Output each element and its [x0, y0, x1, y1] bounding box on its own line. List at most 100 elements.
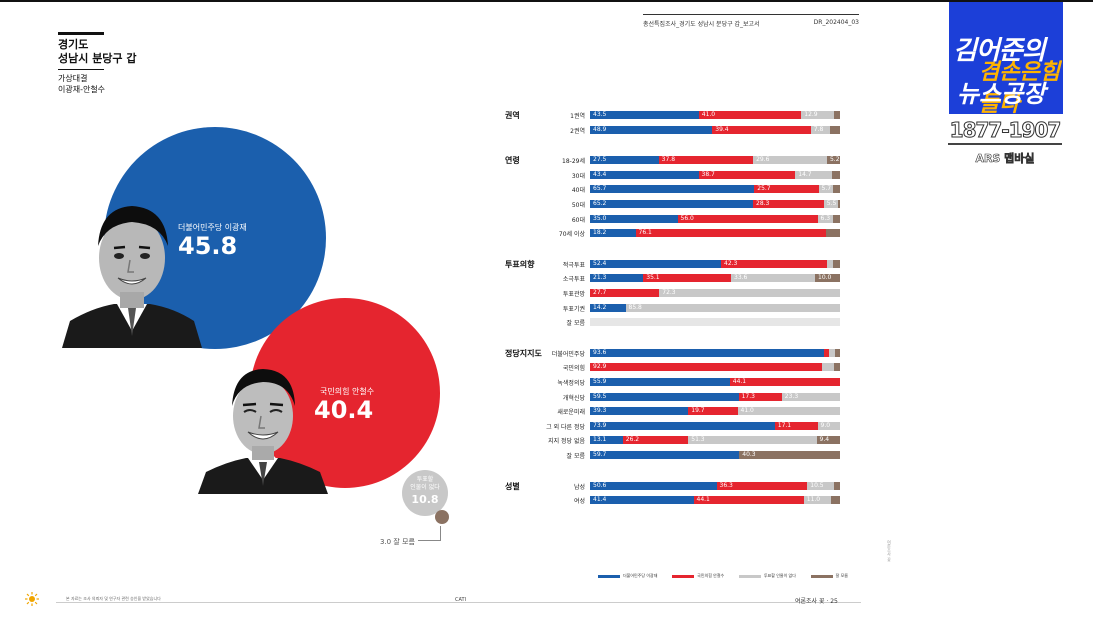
bar-value-label: 18.2 — [593, 229, 607, 237]
bubble-lee-value: 45.8 — [178, 232, 238, 260]
region-line1: 경기도 — [58, 38, 89, 51]
stacked-bar: 43.4 38.7 14.7 — [590, 170, 840, 179]
bar-segment — [832, 170, 840, 179]
bar-value-label: 5.7 — [821, 185, 832, 193]
bar-segment: 29.6 — [753, 156, 827, 165]
bar-value-label: 14.2 — [593, 303, 607, 311]
bar-value-label: 12.9 — [804, 111, 818, 118]
bar-value-label: 59.5 — [593, 392, 607, 400]
stacked-bar: 93.6 — [590, 348, 840, 357]
row-label: 녹색정의당 — [557, 380, 585, 387]
bar-segment: 39.3 — [590, 407, 689, 416]
chart-legend: 더불어민주당 이광재 국민의힘 안철수 투표할 인물이 없다 잘 모름 — [598, 573, 848, 579]
row-label: 40대 — [571, 187, 585, 195]
bar-segment: 85.8 — [625, 303, 840, 312]
row-label: 잘 모름 — [566, 453, 585, 460]
bar-segment: 43.5 — [590, 111, 699, 119]
row-label: 50대 — [571, 202, 585, 209]
region-title: 경기도 성남시 분당구 갑 — [58, 38, 137, 66]
region-rule — [58, 32, 104, 35]
matchup-names: 이광재-안철수 — [58, 85, 106, 94]
bar-segment: 9.4 — [816, 436, 840, 445]
bubble-ahn-value: 40.4 — [314, 396, 374, 424]
bar-segment: 26.2 — [622, 436, 689, 445]
bar-segment: 13.1 — [590, 436, 623, 445]
bar-segment: 51.3 — [688, 436, 817, 445]
side-note: 여론조사 꽃 — [887, 540, 892, 562]
legend-item: 투표할 인물이 없다 — [738, 573, 796, 579]
bar-segment: 5.7 — [818, 185, 833, 194]
legend-item: 국민의힘 안철수 — [672, 573, 724, 579]
bar-value-label: 92.9 — [593, 363, 607, 371]
stacked-bar: 48.9 39.4 7.8 — [590, 125, 840, 134]
bar-value-label: 25.7 — [757, 185, 771, 193]
bar-segment: 9.0 — [817, 421, 840, 430]
report-code: DR_202404_03 — [813, 19, 859, 26]
stacked-bar: 59.5 17.3 23.3 — [590, 392, 840, 401]
row-label: 18-29세 — [562, 158, 585, 166]
legend-swatch — [810, 574, 833, 578]
bar-segment: 42.3 — [721, 259, 827, 268]
bubble-none-label-line2: 인물이 없다 — [410, 484, 440, 491]
stacked-bar: 65.2 28.3 5.5 — [590, 200, 840, 208]
region-line2: 성남시 분당구 갑 — [58, 52, 137, 65]
bar-value-label: 27.7 — [593, 289, 607, 296]
bar-value-label: 43.5 — [593, 111, 607, 118]
dontknow-leader-line — [418, 526, 441, 541]
ars-label: ARS 맵바실 — [975, 152, 1035, 166]
row-label: 적극투표 — [562, 261, 585, 269]
bar-segment: 19.7 — [688, 407, 738, 416]
stacked-bar: 65.7 25.7 5.7 — [590, 185, 840, 194]
bubble-ahn-label: 국민의힘 안철수 — [320, 387, 375, 396]
bubble-none — [402, 470, 448, 516]
stacked-bar: 39.3 19.7 41.0 — [590, 407, 840, 416]
bar-value-label: 41.4 — [593, 496, 607, 504]
bar-segment — [833, 214, 840, 223]
bar-value-label: 55.9 — [593, 378, 607, 385]
bar-segment — [837, 200, 840, 208]
bar-value-label: 50.6 — [593, 481, 607, 489]
stacked-bar: 27.7 72.3 — [590, 289, 840, 297]
bar-segment: 10.5 — [807, 481, 834, 490]
row-label: 남성 — [573, 483, 585, 491]
stacked-bar — [590, 318, 840, 327]
bar-value-label: 42.3 — [724, 259, 738, 267]
bar-segment — [822, 363, 834, 372]
bar-segment: 93.6 — [590, 348, 824, 357]
bar-value-label: 17.1 — [777, 421, 792, 429]
stacked-bar: 13.1 26.2 51.3 9.4 — [590, 436, 840, 445]
bar-segment: 37.8 — [658, 156, 754, 165]
bar-segment: 21.3 — [590, 274, 644, 283]
bar-value-label: 39.3 — [593, 407, 607, 415]
bubble-dontknow-label: 3.0 잘 모름 — [380, 538, 415, 546]
legend-label: 국민의힘 안철수 — [697, 573, 725, 578]
stacked-bar: 50.6 36.3 10.5 — [590, 481, 840, 490]
bar-value-label: 33.6 — [734, 274, 748, 282]
bar-segment: 76.1 — [635, 229, 826, 238]
bar-value-label: 73.9 — [593, 421, 607, 429]
report-title: 총선특집조사_경기도 성남시 분당구 갑_보고서 — [643, 21, 760, 28]
legend-swatch — [672, 574, 695, 578]
bubble-none-value: 10.8 — [411, 493, 439, 506]
bar-segment: 14.2 — [590, 303, 626, 312]
bar-segment: 50.6 — [590, 481, 717, 490]
bar-segment: 55.9 — [590, 378, 730, 386]
ars-phone-number: 1877-1907 — [949, 118, 1062, 143]
legend-swatch — [738, 574, 761, 578]
bar-value-label: 26.2 — [625, 436, 640, 444]
stacked-bar: 55.9 44.1 — [590, 378, 840, 386]
logo-line2: 겸손은힘들다 — [979, 60, 1060, 114]
bar-value-label: 7.8 — [813, 125, 824, 133]
stacked-bar: 73.9 17.1 9.0 — [590, 421, 840, 430]
bar-segment — [826, 259, 834, 268]
row-label: 잘 모름 — [566, 320, 585, 328]
row-label: 국민의힘 — [562, 365, 585, 373]
row-label: 30대 — [571, 172, 585, 180]
logo-line1: 김어준의 — [953, 36, 1046, 66]
bar-value-label: 44.1 — [696, 496, 710, 504]
bar-value-label: 41.0 — [701, 111, 716, 118]
stacked-bar: 52.4 42.3 — [590, 259, 840, 268]
bar-value-label: 21.3 — [593, 274, 607, 282]
bar-segment — [830, 125, 840, 134]
